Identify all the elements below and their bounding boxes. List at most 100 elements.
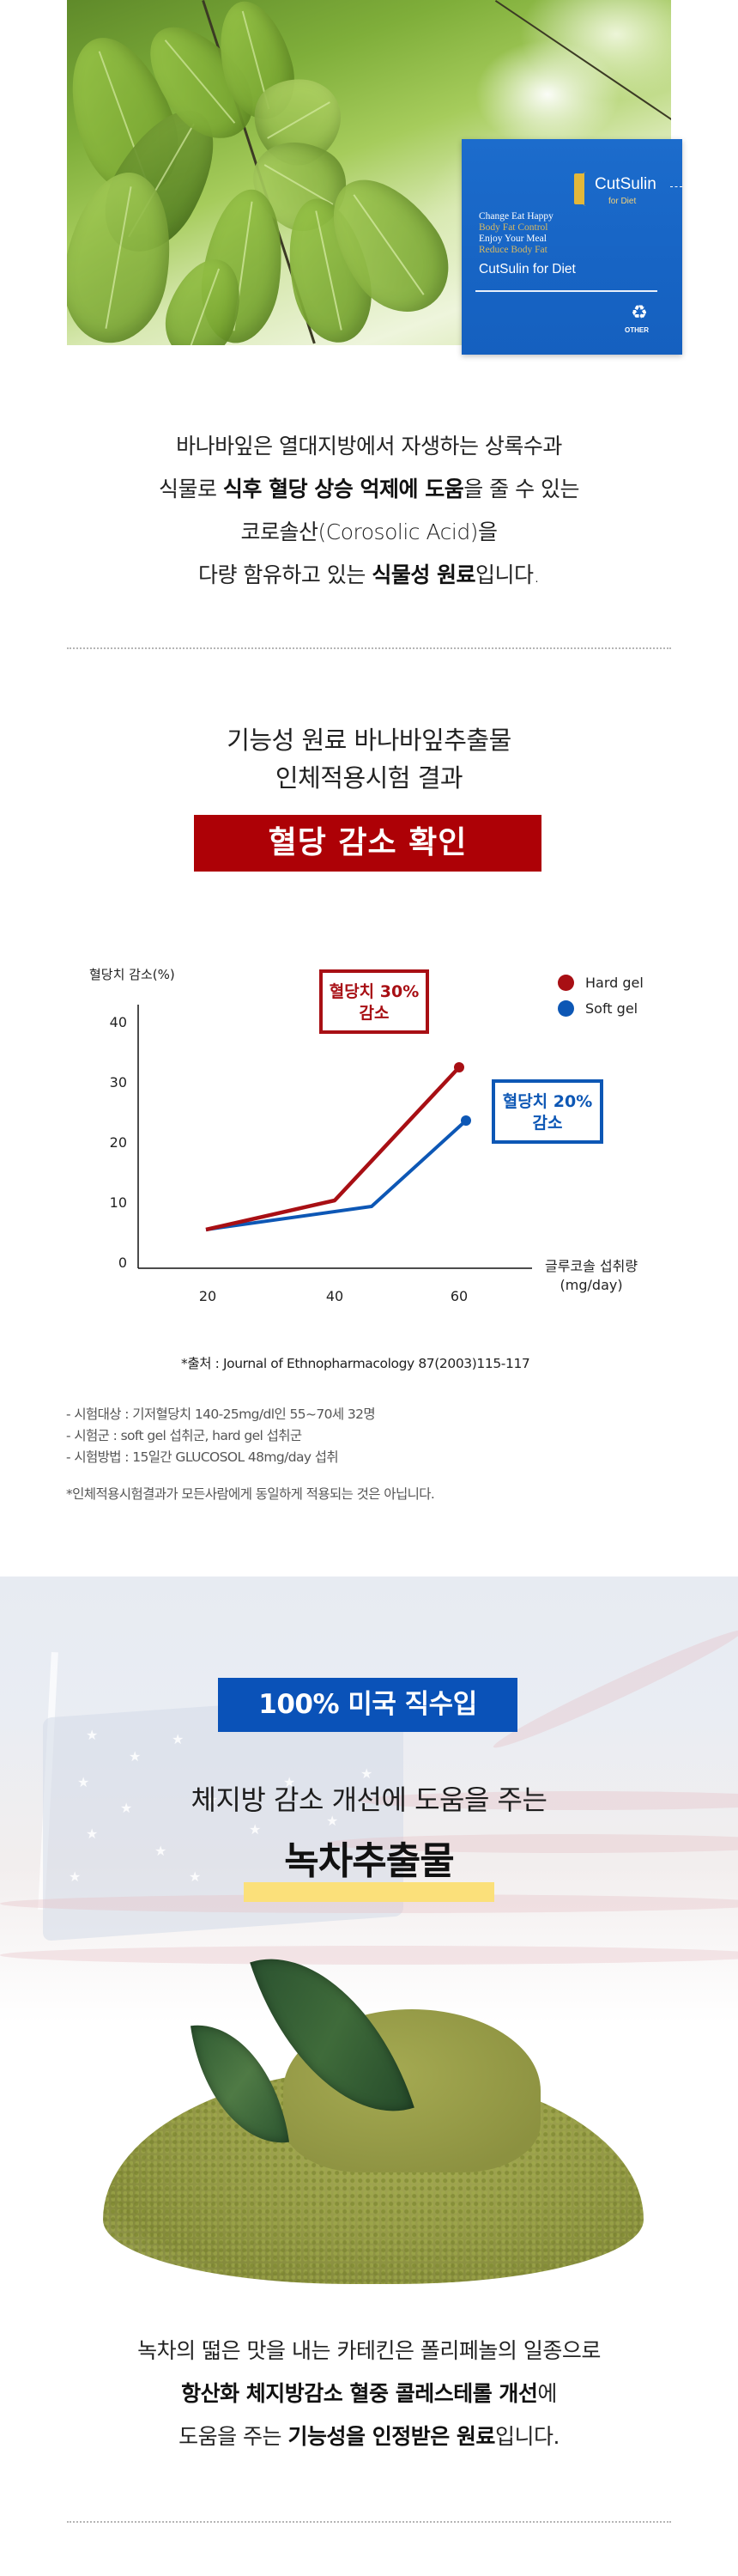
chart-plot-area xyxy=(137,1005,532,1269)
legend-soft-gel: Soft gel xyxy=(558,1000,638,1017)
intro-paragraph: 바나바잎은 열대지방에서 자생하는 상록수과 식물로 식후 혈당 상승 억제에 … xyxy=(0,425,738,597)
study-title-line1: 기능성 원료 바나바잎추출물 xyxy=(227,726,511,755)
emphasis-text: 식물성 원료 xyxy=(372,562,476,587)
star-icon: ★ xyxy=(326,1813,339,1829)
x-axis-title: 글루코솔 섭취량 (mg/day) xyxy=(545,1257,638,1295)
star-icon: ★ xyxy=(86,1727,99,1743)
us-flag-background: ★ ★ ★ ★ ★ ★ ★ ★ ★ ★ ★ ★ ★ ★ xyxy=(0,1577,738,2023)
star-icon: ★ xyxy=(206,1791,219,1807)
y-tick: 0 xyxy=(118,1255,127,1271)
callout-text: 감소 xyxy=(532,1114,563,1133)
green-tea-description: 녹차의 떫은 맛을 내는 카테킨은 폴리페놀의 일종으로 항산화 체지방감소 혈… xyxy=(0,2330,738,2458)
star-icon: ★ xyxy=(360,1765,373,1782)
intro-line: 식물로 식후 혈당 상승 억제에 도움을 줄 수 있는 xyxy=(0,468,738,511)
brand-name: CutSulin xyxy=(595,175,656,193)
star-icon: ★ xyxy=(283,1774,296,1790)
study-notes: - 시험대상 : 기저혈당치 140-25mg/dl인 55~70세 32명 -… xyxy=(66,1404,376,1468)
source-citation: *출처 : Journal of Ethnopharmacology 87(20… xyxy=(181,1356,530,1371)
sachet-rule xyxy=(475,290,657,292)
brand-sub: for Diet xyxy=(608,197,637,206)
flag-stripe xyxy=(0,1894,738,1913)
x-tick: 20 xyxy=(198,1288,217,1304)
y-tick: 10 xyxy=(109,1194,127,1211)
callout-text: 감소 xyxy=(359,1004,390,1023)
dotted-divider xyxy=(67,2521,671,2523)
emphasis-text: 식후 혈당 상승 억제에 도움 xyxy=(222,477,464,501)
dotted-divider xyxy=(67,647,671,649)
text: 에 xyxy=(537,2381,557,2406)
star-icon: ★ xyxy=(189,1868,202,1885)
flag-stripe xyxy=(360,1791,738,1810)
soft-gel-callout: 혈당치 20% 감소 xyxy=(492,1079,603,1144)
series-hard-gel-line xyxy=(205,1066,461,1232)
note-item: - 시험군 : soft gel 섭취군, hard gel 섭취군 xyxy=(66,1428,302,1443)
tagline: Enjoy Your Meal xyxy=(479,234,547,244)
callout-text: 혈당치 30% xyxy=(329,982,420,1001)
text: 을 줄 수 있는 xyxy=(463,477,580,501)
x-tick: 40 xyxy=(325,1288,344,1304)
tagline: Reduce Body Fat xyxy=(479,245,547,255)
legend-hard-gel: Hard gel xyxy=(558,975,644,991)
x-axis-title-line2: (mg/day) xyxy=(560,1277,623,1293)
star-icon: ★ xyxy=(69,1868,82,1885)
text: 도움을 주는 xyxy=(178,2424,288,2449)
star-icon: ★ xyxy=(86,1826,99,1842)
legend-label: Soft gel xyxy=(585,1000,638,1017)
tagline: Change Eat Happy xyxy=(479,211,554,222)
y-tick: 20 xyxy=(109,1134,127,1151)
green-tea-subtitle: 체지방 감소 개선에 도움을 주는 xyxy=(191,1783,547,1816)
recycle-label: OTHER xyxy=(625,326,649,334)
star-icon: ★ xyxy=(120,1800,133,1816)
x-axis-title-line1: 글루코솔 섭취량 xyxy=(545,1258,638,1274)
intro-line: 바나바잎은 열대지방에서 자생하는 상록수과 xyxy=(176,434,562,459)
text: 다량 함유하고 있는 xyxy=(197,562,372,587)
text: 입니다. xyxy=(494,2424,560,2449)
brand-logo-arc xyxy=(579,172,593,206)
emphasis-text: 항산화 체지방감소 혈중 콜레스테롤 개선 xyxy=(181,2381,538,2406)
text: 식물로 xyxy=(158,477,223,501)
callout-text: 혈당치 20% xyxy=(502,1092,593,1111)
star-icon: ★ xyxy=(154,1843,167,1859)
hard-gel-callout: 혈당치 30% 감소 xyxy=(319,969,429,1034)
y-tick: 30 xyxy=(109,1074,127,1091)
green-tea-section: ★ ★ ★ ★ ★ ★ ★ ★ ★ ★ ★ ★ ★ ★ 100% 미국 직수입 … xyxy=(0,1577,738,2576)
note-item: - 시험대상 : 기저혈당치 140-25mg/dl인 55~70세 32명 xyxy=(66,1406,376,1422)
product-name: CutSulin for Diet xyxy=(479,262,576,276)
star-icon: ★ xyxy=(129,1748,142,1765)
intro-line: 코로솔산(Corosolic Acid)을 xyxy=(240,519,498,544)
star-icon: ★ xyxy=(172,1731,184,1747)
series-soft-gel-line xyxy=(205,1119,468,1231)
result-banner: 혈당 감소 확인 xyxy=(194,815,541,872)
y-axis-title: 혈당치 감소(%) xyxy=(89,967,175,982)
tagline: Body Fat Control xyxy=(479,222,548,233)
y-tick: 40 xyxy=(109,1014,127,1030)
legend-label: Hard gel xyxy=(585,975,644,991)
flag-stripe xyxy=(326,1834,738,1853)
green-tea-powder-image xyxy=(0,1923,738,2301)
tear-line xyxy=(670,186,682,187)
import-badge: 100% 미국 직수입 xyxy=(218,1678,517,1732)
desc-line: 도움을 주는 기능성을 인정받은 원료입니다. xyxy=(0,2415,738,2458)
green-tea-title-wrap: 녹차추출물 xyxy=(0,1830,738,1902)
branch xyxy=(494,0,671,146)
title-highlight xyxy=(244,1882,494,1902)
note-item: - 시험방법 : 15일간 GLUCOSOL 48mg/day 섭취 xyxy=(66,1449,339,1465)
text: 입니다. xyxy=(475,562,540,587)
study-title-line2: 인체적용시험 결과 xyxy=(275,763,463,793)
legend-dot-icon xyxy=(558,1000,574,1017)
emphasis-text: 기능성을 인정받은 원료 xyxy=(287,2424,496,2449)
intro-line: 다량 함유하고 있는 식물성 원료입니다. xyxy=(0,554,738,597)
x-tick: 60 xyxy=(450,1288,469,1304)
flag-stripe xyxy=(0,1946,738,1965)
recycle-icon: ♻ xyxy=(631,302,648,324)
desc-line: 녹차의 떫은 맛을 내는 카테킨은 폴리페놀의 일종으로 xyxy=(137,2338,601,2363)
legend-dot-icon xyxy=(558,975,574,991)
desc-line: 항산화 체지방감소 혈중 콜레스테롤 개선에 xyxy=(0,2372,738,2415)
star-icon: ★ xyxy=(249,1821,262,1838)
green-tea-title: 녹차추출물 xyxy=(284,1839,454,1883)
blood-sugar-chart: 혈당치 감소(%) 40 30 20 10 0 20 40 60 글루코솔 섭취… xyxy=(0,953,738,1314)
flag-stripe xyxy=(489,1622,738,1756)
disclaimer: *인체적용시험결과가 모든사람에게 동일하게 적용되는 것은 아닙니다. xyxy=(66,1486,435,1502)
series-soft-gel-endpoint xyxy=(461,1115,471,1126)
product-sachet: CutSulin for Diet Change Eat Happy Body … xyxy=(462,139,682,355)
